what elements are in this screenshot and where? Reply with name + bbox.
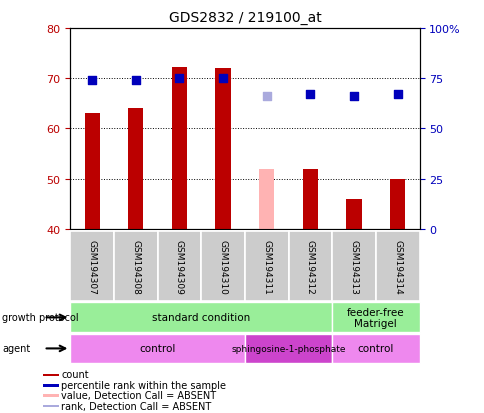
Bar bbox=[43, 384, 59, 387]
Text: value, Detection Call = ABSENT: value, Detection Call = ABSENT bbox=[61, 390, 216, 400]
Bar bbox=[171, 67, 187, 229]
Text: GSM194314: GSM194314 bbox=[393, 239, 401, 294]
Text: percentile rank within the sample: percentile rank within the sample bbox=[61, 380, 226, 390]
Text: growth protocol: growth protocol bbox=[2, 313, 79, 323]
Text: agent: agent bbox=[2, 344, 30, 354]
Bar bbox=[302, 169, 318, 229]
Bar bbox=[332, 334, 419, 363]
Text: GSM194309: GSM194309 bbox=[175, 239, 183, 294]
Bar bbox=[288, 231, 332, 301]
Bar bbox=[157, 231, 201, 301]
Bar bbox=[43, 374, 59, 376]
Text: GSM194313: GSM194313 bbox=[349, 239, 358, 294]
Point bbox=[175, 76, 183, 82]
Point bbox=[262, 94, 270, 100]
Bar bbox=[70, 303, 332, 332]
Text: rank, Detection Call = ABSENT: rank, Detection Call = ABSENT bbox=[61, 401, 212, 411]
Point bbox=[88, 78, 96, 84]
Bar bbox=[258, 169, 274, 229]
Bar bbox=[375, 231, 419, 301]
Bar bbox=[332, 303, 419, 332]
Bar bbox=[244, 334, 332, 363]
Bar bbox=[43, 394, 59, 397]
Bar bbox=[70, 334, 244, 363]
Text: control: control bbox=[139, 344, 175, 354]
Point bbox=[349, 94, 357, 100]
Text: GSM194308: GSM194308 bbox=[131, 239, 140, 294]
Bar bbox=[244, 231, 288, 301]
Bar bbox=[114, 231, 157, 301]
Text: GSM194310: GSM194310 bbox=[218, 239, 227, 294]
Point bbox=[219, 76, 227, 82]
Point bbox=[393, 92, 401, 98]
Text: GSM194307: GSM194307 bbox=[88, 239, 96, 294]
Title: GDS2832 / 219100_at: GDS2832 / 219100_at bbox=[168, 11, 320, 25]
Text: count: count bbox=[61, 370, 89, 380]
Bar bbox=[128, 109, 143, 229]
Bar bbox=[389, 179, 405, 229]
Bar bbox=[215, 69, 230, 229]
Text: standard condition: standard condition bbox=[152, 313, 250, 323]
Bar bbox=[43, 405, 59, 407]
Bar bbox=[346, 199, 361, 229]
Point bbox=[132, 78, 139, 84]
Bar bbox=[201, 231, 244, 301]
Text: GSM194311: GSM194311 bbox=[262, 239, 271, 294]
Text: feeder-free
Matrigel: feeder-free Matrigel bbox=[347, 307, 404, 328]
Text: sphingosine-1-phosphate: sphingosine-1-phosphate bbox=[231, 344, 345, 353]
Text: control: control bbox=[357, 344, 393, 354]
Bar bbox=[70, 231, 114, 301]
Text: GSM194312: GSM194312 bbox=[305, 239, 314, 294]
Bar bbox=[332, 231, 375, 301]
Point bbox=[306, 92, 314, 98]
Bar bbox=[84, 114, 100, 229]
